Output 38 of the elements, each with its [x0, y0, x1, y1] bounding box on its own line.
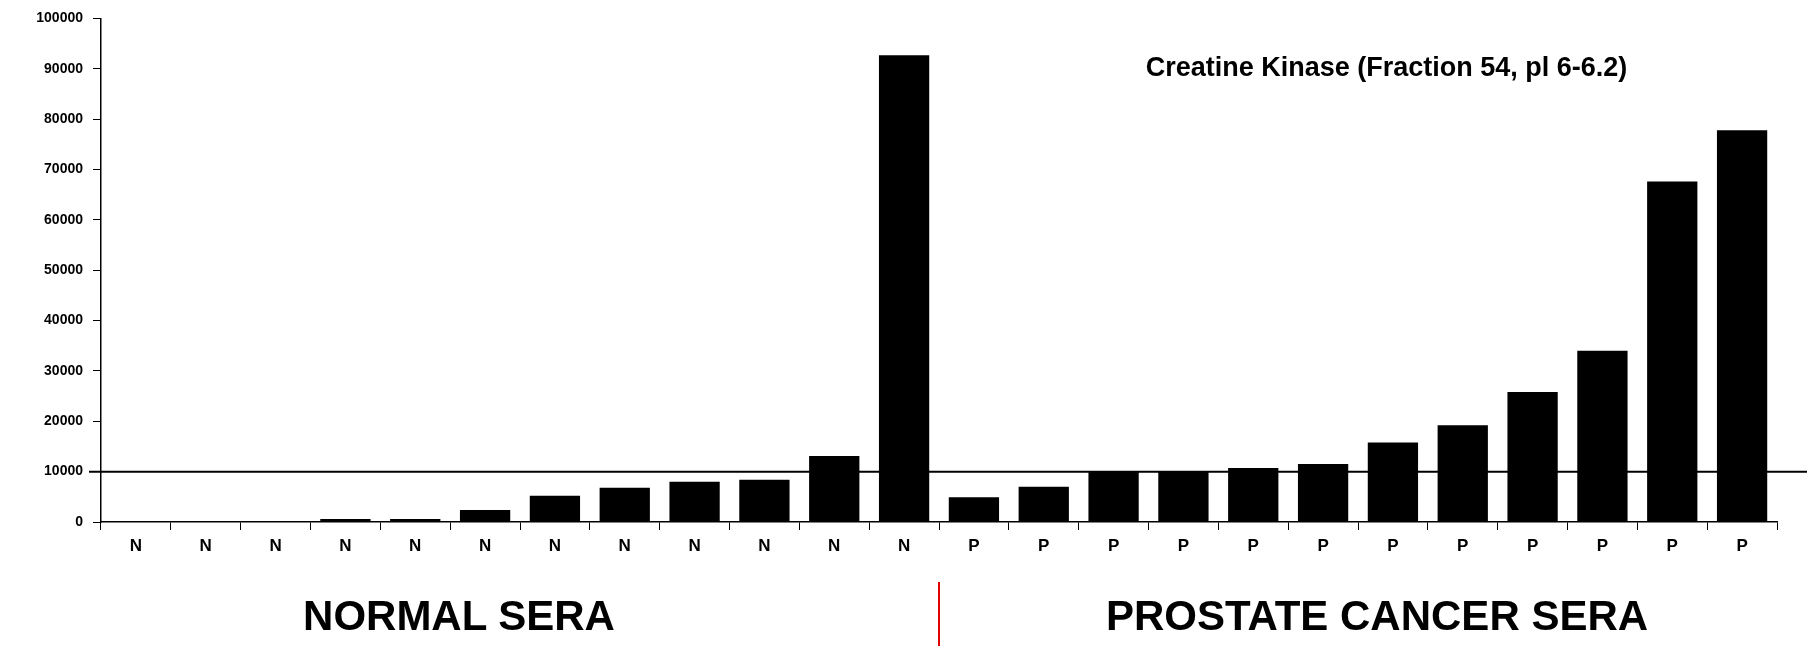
- x-tick-label: P: [1107, 535, 1120, 555]
- y-tick-label: 20000: [44, 412, 84, 429]
- text: PROSTATE CANCER SERA: [1105, 592, 1649, 640]
- x-tick-label: P: [1038, 535, 1050, 555]
- x-tick-label: N: [688, 535, 701, 555]
- x-tick-label: N: [409, 535, 422, 555]
- x-tick-label: P: [1247, 535, 1259, 555]
- x-tick-label: P: [1596, 535, 1609, 555]
- x-tick-label: P: [1177, 535, 1190, 555]
- x-tick-label: N: [758, 535, 771, 555]
- y-tick-label: 100000: [36, 9, 84, 26]
- x-tick-label: N: [897, 535, 911, 555]
- y-tick-label: 70000: [44, 160, 84, 177]
- x-tick-label: P: [1457, 535, 1469, 555]
- y-tick-label: 0: [75, 512, 84, 529]
- y-tick-label: 80000: [44, 109, 84, 126]
- x-tick-label: N: [339, 535, 352, 555]
- y-tick-label: 90000: [44, 59, 84, 76]
- x-tick-label: P: [1387, 535, 1399, 555]
- x-tick-label: N: [828, 535, 841, 555]
- x-tick-label: N: [269, 535, 282, 555]
- y-tick-label: 30000: [44, 361, 84, 378]
- x-tick-label: N: [199, 535, 212, 555]
- y-tick-label: 10000: [44, 462, 84, 479]
- x-tick-label: P: [968, 535, 980, 555]
- text: Creatine Kinase (Fraction 54, pl 6-6.2): [1145, 51, 1628, 82]
- x-tick-label: N: [478, 535, 492, 555]
- y-tick-label: 40000: [44, 311, 84, 328]
- x-tick-label: P: [1666, 535, 1678, 555]
- x-tick-label: P: [1736, 535, 1748, 555]
- x-tick-label: P: [1526, 535, 1539, 555]
- y-tick-label: 50000: [44, 261, 84, 278]
- x-tick-label: P: [1317, 535, 1329, 555]
- x-tick-label: N: [548, 535, 562, 555]
- x-tick-label: N: [618, 535, 631, 555]
- x-tick-label: N: [129, 535, 143, 555]
- y-tick-label: 60000: [44, 210, 84, 227]
- text: NORMAL SERA: [303, 592, 615, 640]
